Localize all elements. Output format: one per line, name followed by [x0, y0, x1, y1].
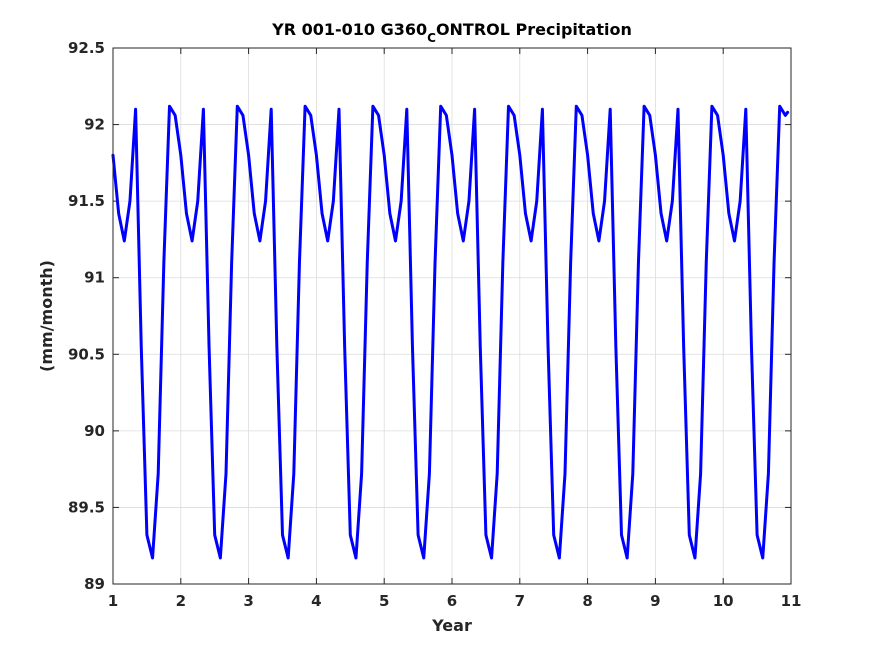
x-tick-label: 2 — [176, 592, 186, 610]
y-tick-label: 90 — [84, 422, 105, 440]
x-axis-label: Year — [431, 616, 472, 635]
y-tick-label: 89.5 — [68, 498, 105, 516]
y-tick-label: 91.5 — [68, 192, 105, 210]
x-tick-label: 1 — [108, 592, 118, 610]
x-tick-label: 11 — [781, 592, 802, 610]
x-tick-label: 4 — [311, 592, 321, 610]
axis-ticks — [112, 47, 792, 585]
y-tick-label: 92.5 — [68, 39, 105, 57]
x-tick-label: 10 — [713, 592, 734, 610]
x-tick-label: 8 — [582, 592, 592, 610]
x-tick-label: 6 — [447, 592, 457, 610]
y-axis-label: (mm/month) — [37, 260, 56, 372]
chart-title-main: YR 001-010 G360 — [271, 20, 427, 39]
y-tick-label: 91 — [84, 269, 105, 287]
chart-title-rest: ONTROL Precipitation — [436, 20, 632, 39]
chart-title-subscript: C — [427, 31, 436, 45]
y-tick-label: 92 — [84, 116, 105, 134]
x-tick-label: 9 — [650, 592, 660, 610]
y-tick-label: 89 — [84, 575, 105, 593]
x-tick-label: 7 — [515, 592, 525, 610]
precipitation-series-line — [111, 104, 790, 560]
x-tick-label: 5 — [379, 592, 389, 610]
y-tick-label: 90.5 — [68, 345, 105, 363]
x-tick-label: 3 — [243, 592, 253, 610]
series-layer — [111, 104, 790, 560]
chart-title: YR 001-010 G360CONTROL Precipitation — [271, 20, 632, 45]
